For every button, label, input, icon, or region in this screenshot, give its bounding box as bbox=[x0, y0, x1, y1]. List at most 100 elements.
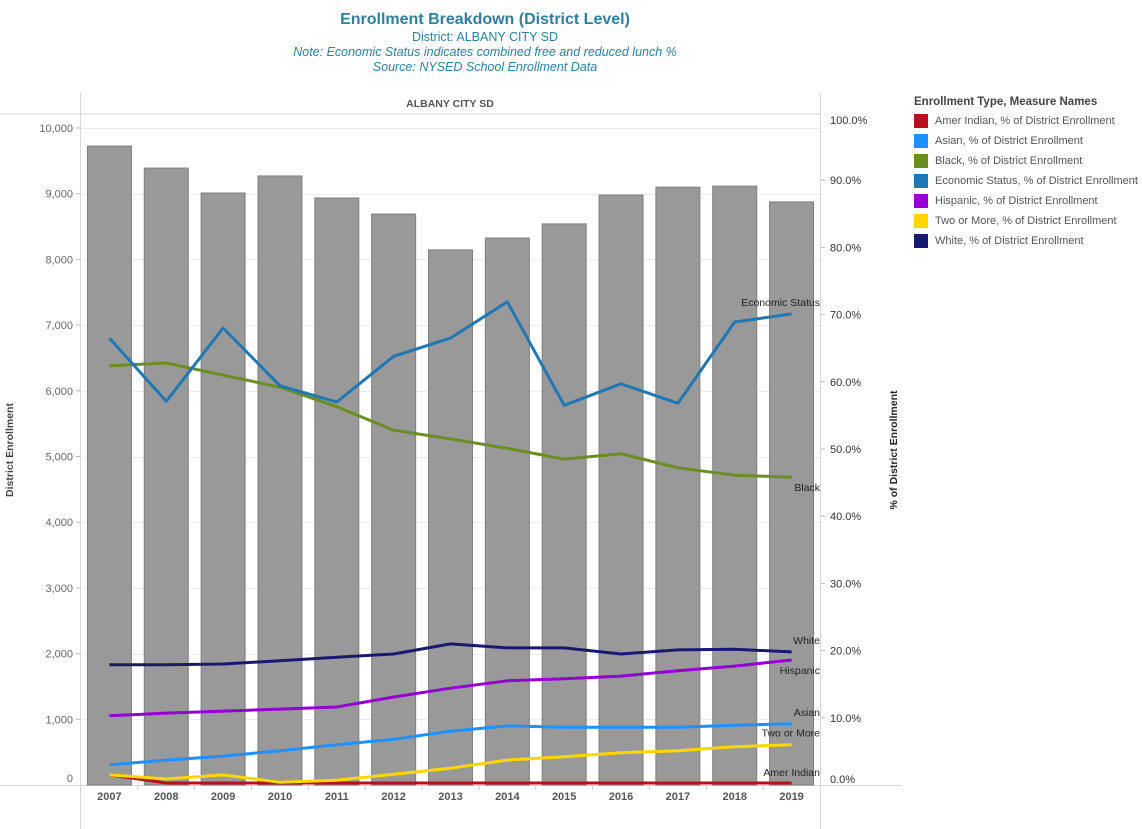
legend-item[interactable]: Black, % of District Enrollment bbox=[914, 151, 1138, 171]
legend-swatch bbox=[914, 194, 928, 208]
bar-2009 bbox=[200, 192, 246, 786]
bar-2013 bbox=[428, 249, 473, 786]
bar-2011 bbox=[314, 197, 360, 786]
right-tick-label: 0.0% bbox=[830, 774, 855, 786]
right-tick-label: 60.0% bbox=[830, 377, 861, 389]
x-tick-label: 2010 bbox=[268, 791, 292, 803]
left-tick-label: 2,000 bbox=[45, 649, 73, 661]
left-tick-label: 1,000 bbox=[45, 714, 73, 726]
line-asian bbox=[109, 722, 792, 767]
legend-item[interactable]: Two or More, % of District Enrollment bbox=[914, 211, 1138, 231]
x-tick-label: 2008 bbox=[154, 791, 178, 803]
legend-swatch bbox=[914, 234, 928, 248]
panel-title: ALBANY CITY SD bbox=[406, 98, 494, 110]
bar-2007 bbox=[86, 145, 132, 786]
line-label-asian: Asian bbox=[794, 707, 820, 719]
legend-swatch bbox=[914, 134, 928, 148]
legend-item[interactable]: Economic Status, % of District Enrollmen… bbox=[914, 171, 1138, 191]
legend-item[interactable]: Amer Indian, % of District Enrollment bbox=[914, 111, 1138, 131]
line-white bbox=[109, 642, 792, 667]
line-amer-indian bbox=[109, 773, 792, 785]
left-tick-label: 8,000 bbox=[45, 254, 73, 266]
x-tick-label: 2013 bbox=[438, 791, 462, 803]
chart-header: Enrollment Breakdown (District Level) Di… bbox=[185, 10, 785, 75]
bar-2018 bbox=[712, 185, 758, 786]
legend-item[interactable]: Asian, % of District Enrollment bbox=[914, 131, 1138, 151]
bar-2010 bbox=[257, 175, 303, 786]
legend-swatch bbox=[914, 114, 928, 128]
x-tick-label: 2016 bbox=[609, 791, 633, 803]
legend-item[interactable]: Hispanic, % of District Enrollment bbox=[914, 191, 1138, 211]
x-tick-label: 2011 bbox=[325, 791, 349, 803]
bar-2017 bbox=[655, 186, 701, 786]
left-tick-label: 10,000 bbox=[39, 123, 73, 135]
legend-label: Black, % of District Enrollment bbox=[935, 155, 1083, 167]
legend-label: Economic Status, % of District Enrollmen… bbox=[935, 175, 1138, 187]
right-tick-label: 40.0% bbox=[830, 511, 861, 523]
line-two-or-more bbox=[109, 743, 792, 784]
left-axis-title: District Enrollment bbox=[4, 403, 16, 497]
district-subtitle: District: ALBANY CITY SD bbox=[411, 30, 559, 44]
left-tick-label: 5,000 bbox=[45, 452, 73, 464]
line-label-hispanic: Hispanic bbox=[780, 665, 820, 677]
x-tick-label: 2012 bbox=[381, 791, 405, 803]
left-tick-label: 4,000 bbox=[45, 517, 73, 529]
right-tick-label: 80.0% bbox=[830, 242, 861, 254]
left-tick-label: 6,000 bbox=[45, 386, 73, 398]
line-label-black: Black bbox=[794, 482, 820, 494]
right-tick-label: 50.0% bbox=[830, 444, 861, 456]
legend-label: White, % of District Enrollment bbox=[935, 235, 1084, 247]
left-tick-label: 7,000 bbox=[45, 320, 73, 332]
line-label-white: White bbox=[793, 635, 820, 647]
x-tick-label: 2009 bbox=[211, 791, 235, 803]
legend-title: Enrollment Type, Measure Names bbox=[914, 96, 1098, 108]
legend-label: Two or More, % of District Enrollment bbox=[935, 215, 1117, 227]
x-tick-label: 2019 bbox=[779, 791, 803, 803]
x-axis-ticks: 2007 2008 2009 2010 2011 2012 2013 2014 2015 2016… bbox=[97, 785, 804, 803]
x-tick-label: 2018 bbox=[722, 791, 746, 803]
bar-2014 bbox=[484, 237, 530, 786]
bar-2016 bbox=[598, 194, 644, 786]
left-tick-label: 9,000 bbox=[45, 189, 73, 201]
right-tick-label: 10.0% bbox=[830, 713, 861, 725]
legend-label: Asian, % of District Enrollment bbox=[935, 135, 1083, 147]
x-tick-label: 2014 bbox=[495, 791, 520, 803]
right-tick-label: 100.0% bbox=[830, 115, 868, 127]
line-hispanic bbox=[109, 658, 792, 718]
line-economic-status bbox=[108, 300, 792, 407]
right-tick-label: 20.0% bbox=[830, 646, 861, 658]
legend-swatch bbox=[914, 214, 928, 228]
legend-swatch bbox=[914, 174, 928, 188]
right-tick-label: 30.0% bbox=[830, 578, 861, 590]
x-tick-label: 2015 bbox=[552, 791, 576, 803]
left-axis-ticks: 0 1,000 2,000 3,000 4,000 5,000 6,000 7,000 8,00… bbox=[39, 123, 80, 785]
bar-2019 bbox=[769, 201, 815, 786]
line-label-economic-status: Economic Status bbox=[741, 297, 820, 309]
source-text: Source: NYSED School Enrollment Data bbox=[372, 60, 598, 74]
legend-label: Hispanic, % of District Enrollment bbox=[935, 195, 1098, 207]
line-label-two-or-more: Two or More bbox=[762, 728, 821, 740]
enrollment-chart: ALBANY CITY SD 0 1,000 2,000 3,000 4,000 5,00… bbox=[0, 93, 902, 829]
line-black bbox=[109, 361, 792, 479]
right-axis-ticks: 0.0% 10.0% 20.0% 30.0% 40.0% 50.0% 60.0% 70.0% 8… bbox=[821, 115, 868, 786]
legend-swatch bbox=[914, 154, 928, 168]
line-label-amer-indian: Amer Indian bbox=[763, 767, 820, 779]
right-tick-label: 70.0% bbox=[830, 310, 861, 322]
legend: Enrollment Type, Measure Names Amer Indi… bbox=[914, 96, 1138, 251]
right-tick-label: 90.0% bbox=[830, 175, 861, 187]
bar-2012 bbox=[371, 213, 417, 786]
bar-2015 bbox=[541, 223, 587, 786]
bar-2008 bbox=[143, 167, 189, 786]
chart-title: Enrollment Breakdown (District Level) bbox=[340, 11, 630, 28]
x-tick-label: 2007 bbox=[97, 791, 121, 803]
legend-label: Amer Indian, % of District Enrollment bbox=[935, 115, 1115, 127]
right-axis-title: % of District Enrollment bbox=[888, 390, 900, 510]
line-end-labels: Economic Status Black White Hispanic Asian Tw… bbox=[741, 297, 821, 779]
lines bbox=[108, 300, 792, 785]
x-tick-label: 2017 bbox=[666, 791, 690, 803]
left-tick-label: 0 bbox=[67, 773, 73, 785]
legend-item[interactable]: White, % of District Enrollment bbox=[914, 231, 1138, 251]
left-tick-label: 3,000 bbox=[45, 583, 73, 595]
bars bbox=[86, 145, 815, 786]
note-text: Note: Economic Status indicates combined… bbox=[293, 45, 677, 59]
